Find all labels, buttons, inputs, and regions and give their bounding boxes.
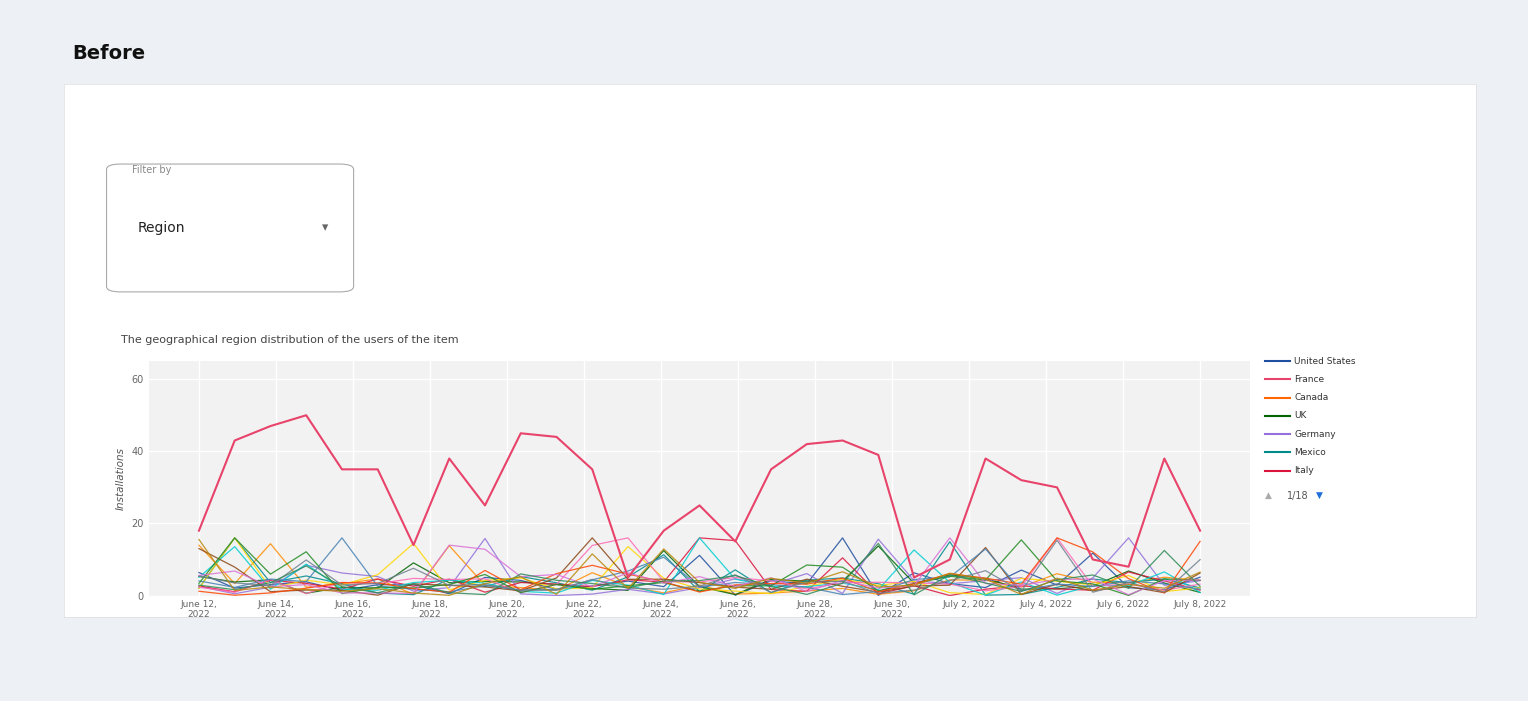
Text: Germany: Germany	[1294, 430, 1335, 439]
Text: ▼: ▼	[1316, 491, 1323, 501]
Text: Before: Before	[72, 44, 145, 63]
Y-axis label: Installations: Installations	[116, 447, 125, 510]
Text: Filter by: Filter by	[131, 165, 171, 175]
Text: 1/18: 1/18	[1287, 491, 1308, 501]
Text: United States: United States	[1294, 357, 1355, 366]
Text: The geographical region distribution of the users of the item: The geographical region distribution of …	[121, 335, 458, 345]
Text: France: France	[1294, 375, 1325, 384]
FancyBboxPatch shape	[107, 164, 353, 292]
Text: ▲: ▲	[1265, 491, 1273, 501]
Text: Canada: Canada	[1294, 393, 1329, 402]
Text: Mexico: Mexico	[1294, 448, 1326, 457]
Text: Region: Region	[138, 221, 185, 235]
Text: Italy: Italy	[1294, 466, 1314, 475]
Text: ▾: ▾	[322, 222, 329, 234]
Text: UK: UK	[1294, 411, 1306, 421]
